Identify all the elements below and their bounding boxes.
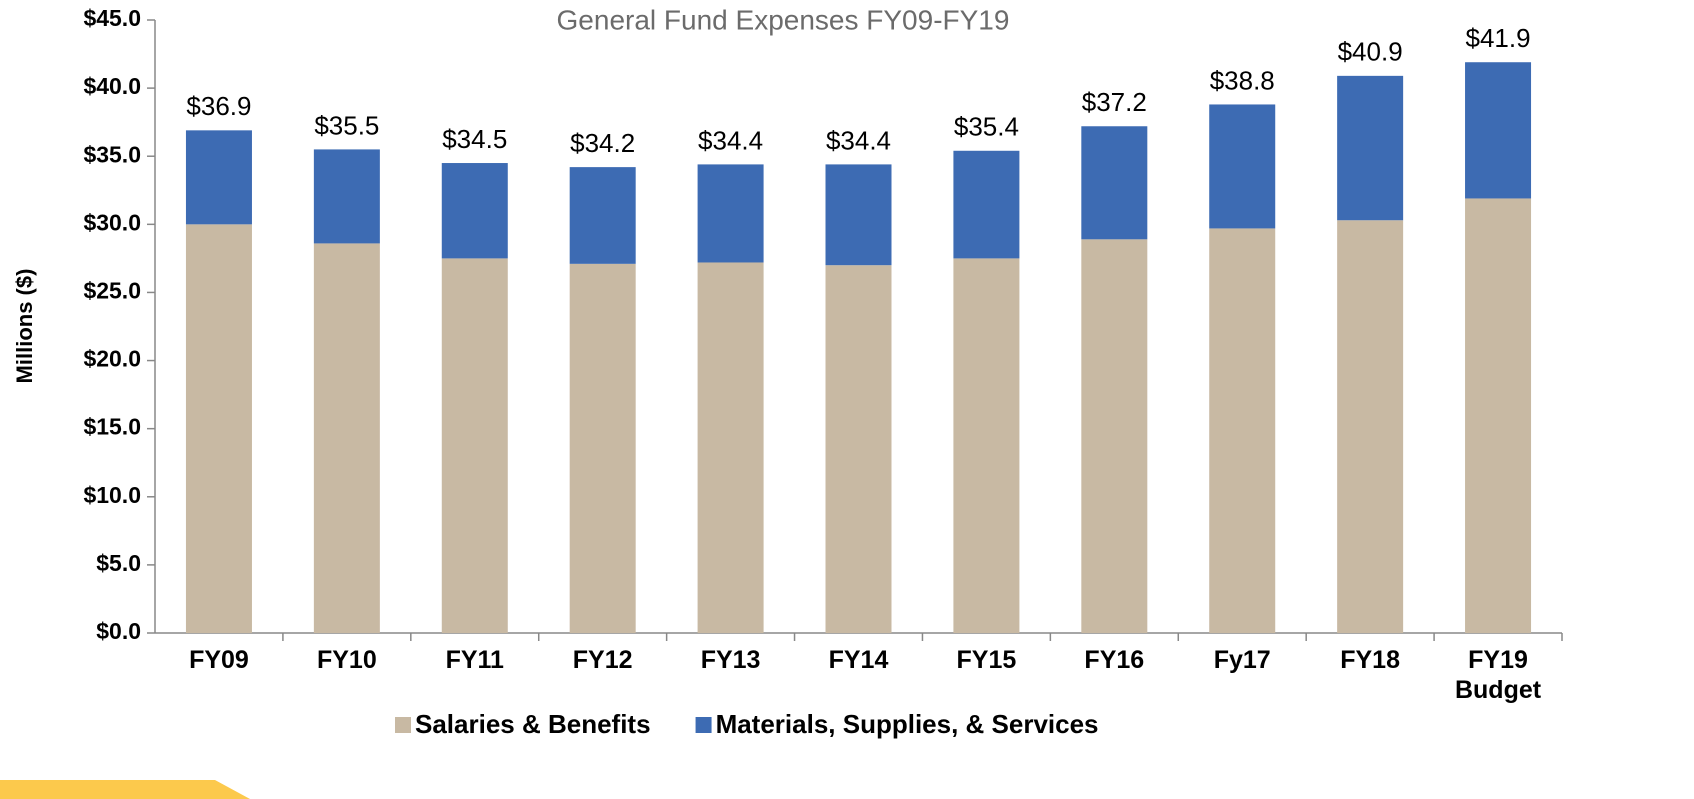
bar-segment [1465,62,1532,199]
y-tick-label: $35.0 [83,141,141,167]
x-tick-label: FY16 [1084,646,1145,674]
bar-segment [313,149,380,244]
bar-segment [953,258,1020,633]
bar-segment [441,163,508,259]
y-tick-label: $15.0 [83,414,141,440]
total-label: $36.9 [186,91,251,121]
bar-segment [1081,126,1148,240]
x-tick-label: FY10 [316,646,377,674]
x-tick-label: FY13 [700,646,761,674]
bar-segment [1465,198,1532,633]
total-label: $41.9 [1466,23,1531,53]
bar-segment [313,243,380,633]
x-tick-label: FY14 [828,646,889,674]
y-tick-label: $30.0 [83,209,141,235]
total-label: $35.4 [954,112,1019,142]
total-label: $34.4 [698,125,763,155]
y-tick-label: $45.0 [83,5,141,31]
chart-title: General Fund Expenses FY09-FY19 [557,4,1010,35]
legend-label: Materials, Supplies, & Services [716,709,1099,739]
x-tick-label: FY18 [1340,646,1400,674]
bar-segment [953,150,1020,259]
total-label: $40.9 [1338,37,1403,67]
bar-segment [1209,228,1276,634]
bar-segment [441,258,508,633]
bar-segment [185,224,252,634]
x-tick-label: FY15 [956,646,1017,674]
legend-label: Salaries & Benefits [415,709,651,739]
bar-segment [1337,220,1404,633]
decoration [0,780,250,799]
y-tick-label: $5.0 [96,550,141,576]
y-tick-label: $25.0 [83,278,141,304]
y-tick-label: $0.0 [96,618,141,644]
x-tick-label: FY12 [572,646,633,674]
bar-segment [1337,75,1404,221]
y-tick-label: $20.0 [83,346,141,372]
total-label: $34.2 [570,128,635,158]
total-label: $34.4 [826,125,891,155]
total-label: $37.2 [1082,87,1147,117]
legend-swatch [695,717,712,733]
bar-segment [1081,239,1148,633]
total-label: $38.8 [1210,65,1275,95]
y-axis-label: Millions ($) [12,269,37,384]
bar-segment [825,265,892,633]
x-tick-label: FY11 [445,646,504,674]
y-tick-label: $10.0 [83,482,141,508]
bar-segment [825,164,892,266]
bar-segment [697,164,764,263]
total-label: $35.5 [314,110,379,140]
bar-segment [569,263,636,633]
legend-swatch [395,717,411,733]
x-tick-label: FY09 [189,646,249,674]
x-tick-label: FY19 Budget [1454,646,1542,704]
bar-segment [185,130,252,225]
bar-segment [1209,104,1276,229]
bar-segment [569,167,636,264]
bar-segment [697,262,764,633]
x-tick-label: Fy17 [1213,646,1271,674]
y-tick-label: $40.0 [83,73,141,99]
total-label: $34.5 [442,124,507,154]
